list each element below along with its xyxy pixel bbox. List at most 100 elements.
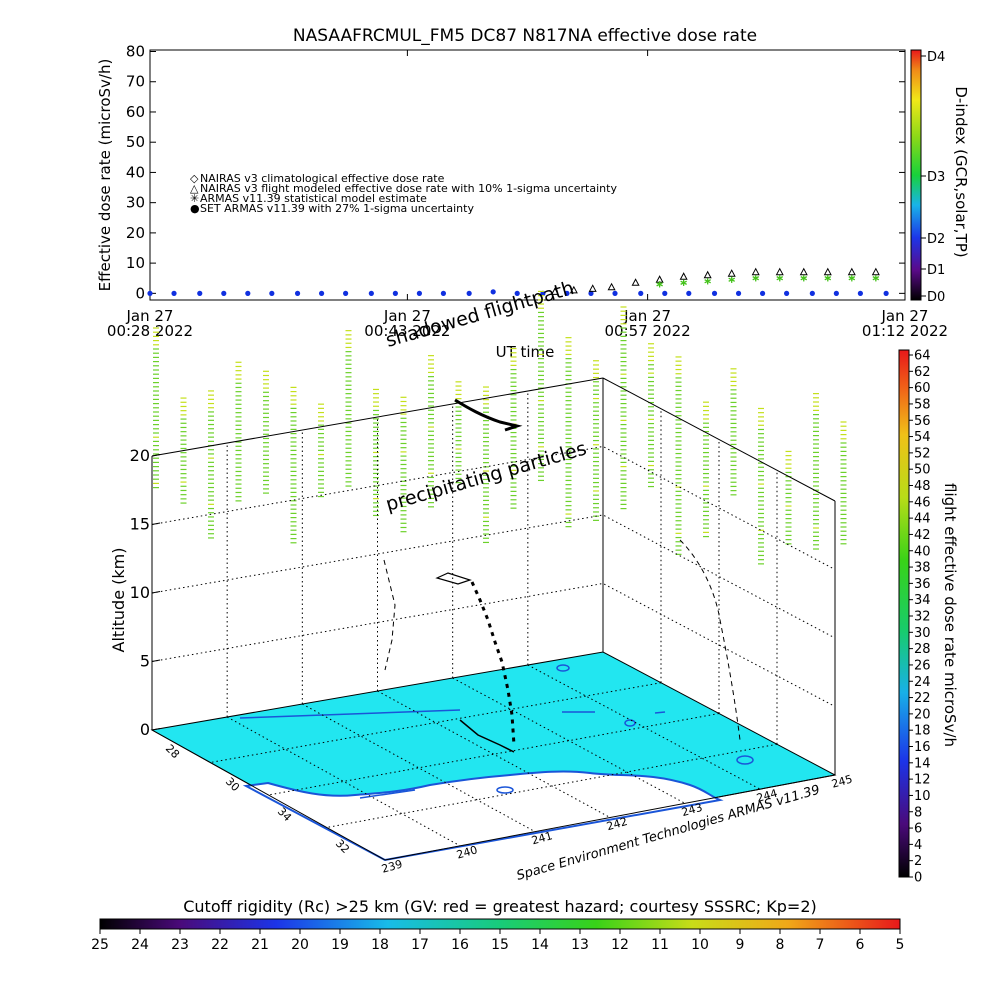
data-point-armas-model: [800, 275, 808, 282]
legend: ◇ NAIRAS v3 climatological effective dose…: [190, 172, 617, 215]
dose-tick-label: 34: [914, 593, 931, 608]
y-tick-label: 0: [135, 284, 145, 302]
dose-tick-label: 38: [914, 561, 931, 576]
asterisk-stroke: [800, 276, 808, 281]
legend-symbol: △: [190, 182, 199, 195]
ground-grid-line: [377, 690, 611, 818]
dose-tick-label: 40: [914, 544, 931, 559]
data-point-set: [784, 290, 790, 296]
asterisk-stroke: [680, 280, 687, 285]
x-tick-label-time: 00:43 2022: [364, 322, 450, 340]
data-point-set: [416, 290, 422, 296]
cutoff-tick-label: 23: [171, 937, 189, 953]
longitude-tick-label: 244: [755, 787, 779, 805]
data-point-set: [368, 290, 374, 296]
legend-symbol: ✳: [190, 192, 199, 205]
dose-tick-label: 28: [914, 642, 931, 657]
ground-grid-line: [527, 664, 761, 790]
altitude-grid-line: [151, 514, 836, 639]
dose-colorbar-label: flight effective dose rate microSv/h: [941, 483, 959, 747]
data-point-armas-model: [824, 275, 832, 282]
y-tick-label: 20: [126, 224, 145, 242]
altitude-tick-label: 15: [130, 515, 150, 534]
legend-entry: NAIRAS v3 climatological effective dose …: [200, 172, 445, 185]
dose-tick-label: 10: [914, 789, 931, 804]
asterisk-stroke: [704, 279, 711, 284]
cutoff-tick-label: 6: [856, 937, 865, 953]
dose-tick-label: 2: [914, 854, 922, 869]
longitude-tick-label: 239: [380, 857, 404, 875]
cutoff-rigidity-bar: Cutoff rigidity (Rc) >25 km (GV: red = g…: [91, 897, 904, 953]
data-point-set: [171, 290, 177, 296]
dose-tick-label: 20: [914, 707, 931, 722]
legend-entry: NAIRAS v3 flight modeled effective dose …: [200, 182, 617, 195]
data-point-set: [147, 290, 153, 296]
cutoff-tick-label: 9: [736, 937, 745, 953]
d-index-label: D-index (GCR,solar,TP): [952, 86, 970, 257]
d-index-tick-label: D2: [927, 232, 945, 247]
y-tick-label: 10: [126, 254, 145, 272]
cutoff-label: Cutoff rigidity (Rc) >25 km (GV: red = g…: [183, 897, 817, 916]
data-point-armas-model: [752, 275, 760, 282]
data-point-set: [318, 290, 325, 296]
data-point-set: [564, 290, 570, 296]
plot-frame: [149, 49, 906, 301]
dose-tick-label: 16: [914, 740, 931, 755]
data-point-set: [588, 290, 594, 296]
data-point-set: [662, 290, 668, 296]
coastline-region: [242, 770, 724, 862]
longitude-tick-label: 240: [455, 843, 479, 861]
data-point-armas-model: [680, 279, 687, 286]
data-point-armas-model: [872, 275, 880, 282]
altitude-tick-label: 0: [140, 720, 150, 739]
dose-tick-label: 0: [914, 871, 922, 886]
cutoff-tick-label: 15: [491, 937, 509, 953]
cutoff-tick-label: 13: [571, 937, 589, 953]
data-point-set: [759, 290, 766, 296]
cutoff-tick-label: 20: [291, 937, 309, 953]
longitude-tick-label: 242: [605, 815, 629, 833]
data-point-nairas: [727, 269, 736, 277]
data-point-nairas: [607, 282, 616, 291]
particle-field: [153, 290, 847, 565]
dose-tick-label: 54: [914, 430, 931, 445]
cutoff-tick-label: 10: [691, 937, 709, 953]
asterisk-stroke: [752, 276, 760, 281]
altitude-tick-label: 5: [140, 652, 150, 671]
data-point-nairas: [569, 285, 578, 294]
ground-grid-line: [452, 677, 686, 804]
cutoff-tick-label: 21: [251, 937, 269, 953]
data-point-set: [809, 290, 815, 296]
data-point-set: [392, 290, 398, 296]
scene-3d: shadowed flightpath precipitating partic…: [109, 277, 959, 885]
dose-tick-label: 14: [914, 756, 931, 771]
data-point-set: [221, 290, 227, 296]
ground-grid-line: [226, 716, 461, 847]
dose-tick-label: 56: [914, 414, 931, 429]
cutoff-tick-label: 19: [331, 937, 349, 953]
cutoff-tick-label: 16: [451, 937, 469, 953]
asterisk-stroke: [728, 277, 735, 282]
data-point-nairas: [847, 267, 856, 276]
data-point-set: [833, 290, 839, 296]
asterisk-stroke: [872, 276, 880, 281]
y-tick-label: 30: [126, 194, 145, 212]
dose-tick-label: 52: [914, 446, 931, 461]
legend-symbol: ●: [190, 202, 200, 215]
cutoff-tick-label: 25: [91, 937, 109, 953]
dose-tick-label: 60: [914, 381, 931, 396]
y-axis-label: Effective dose rate (microSv/h): [96, 59, 114, 292]
data-point-set: [883, 290, 889, 296]
cutoff-tick-label: 7: [816, 937, 825, 953]
d-index-tick-label: D3: [927, 170, 945, 185]
y-tick-label: 80: [126, 43, 145, 61]
legend-entry: ARMAS v11.39 statistical model estimate: [200, 192, 427, 205]
x-tick-label-date: Jan 27: [623, 307, 671, 325]
y-axis: 80 70 60 50 40 30 20 10 0: [126, 43, 905, 302]
cutoff-tick-label: 11: [651, 937, 669, 953]
data-point-set: [490, 289, 496, 295]
altitude-tick: [151, 659, 161, 662]
